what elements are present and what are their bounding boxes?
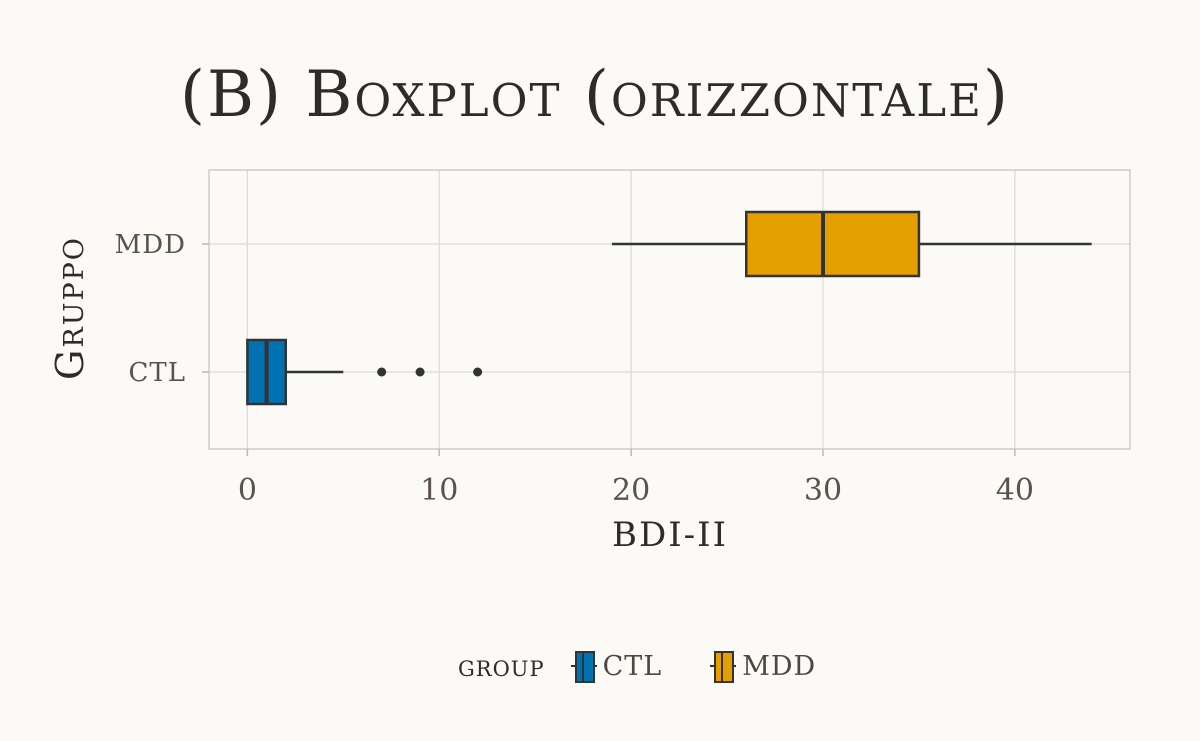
x-tick-label: 20 [612,473,650,508]
y-tick-label: CTL [128,358,186,388]
legend-label-ctl: CTL [602,650,663,682]
plot-panel [208,169,1131,450]
legend-key-mdd [710,649,737,683]
outlier-point-ctl [377,367,387,377]
legend-item-mdd: MDD [710,649,816,683]
y-axis-title: Gruppo [48,236,92,380]
outlier-point-ctl [473,367,483,377]
x-axis-title: BDI-II [611,515,729,555]
box-mdd [745,210,921,278]
x-tick-label: 40 [996,473,1034,508]
x-tick-label: 0 [238,473,257,508]
legend-title: group [458,648,545,684]
outlier-point-ctl [415,367,425,377]
legend-key-ctl [570,649,597,683]
legend-label-mdd: MDD [742,650,817,682]
chart-title: (B) Boxplot (orizzontale) [180,58,1010,132]
x-tick-label: 10 [420,473,458,508]
legend: group CTL MDD [458,646,864,686]
legend-item-ctl: CTL [570,649,663,683]
y-tick-label: MDD [115,230,186,260]
x-tick-label: 30 [804,473,842,508]
